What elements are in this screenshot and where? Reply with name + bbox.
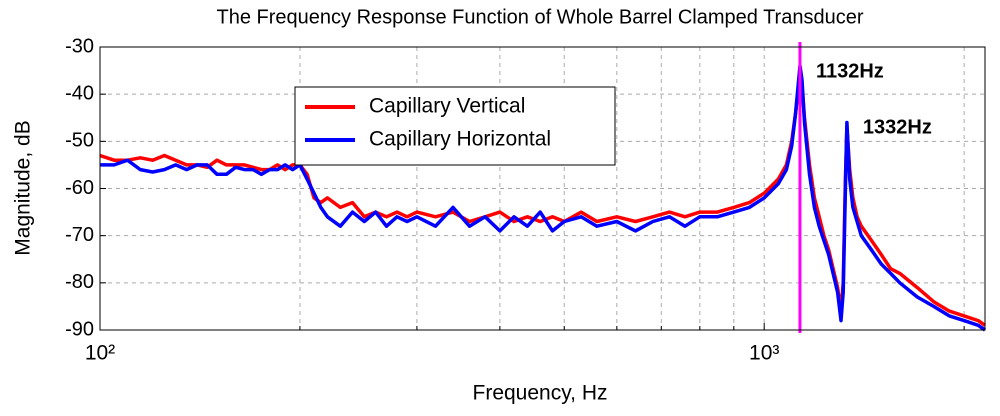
chart-title: The Frequency Response Function of Whole…: [217, 6, 864, 28]
y-tick-label: -80: [65, 271, 94, 293]
plot-frame: [99, 46, 986, 331]
annotation-label: 1332Hz: [863, 116, 932, 138]
legend-label: Capillary Horizontal: [369, 128, 551, 151]
x-tick-label: 10³: [749, 342, 779, 365]
y-axis-label: Magnitude, dB: [12, 120, 35, 255]
y-tick-label: -90: [65, 318, 94, 340]
series-line: [100, 64, 986, 332]
legend-label: Capillary Vertical: [369, 95, 525, 118]
x-axis-label: Frequency, Hz: [473, 382, 608, 405]
legend-box: [294, 86, 616, 166]
y-tick-label: -70: [65, 224, 94, 246]
y-tick-label: -40: [65, 82, 94, 104]
y-tick-label: -50: [65, 130, 94, 152]
y-tick-label: -60: [65, 177, 94, 199]
y-tick-label: -30: [65, 35, 94, 57]
x-tick-label: 10²: [85, 342, 115, 365]
annotation-label: 1132Hz: [816, 60, 884, 82]
